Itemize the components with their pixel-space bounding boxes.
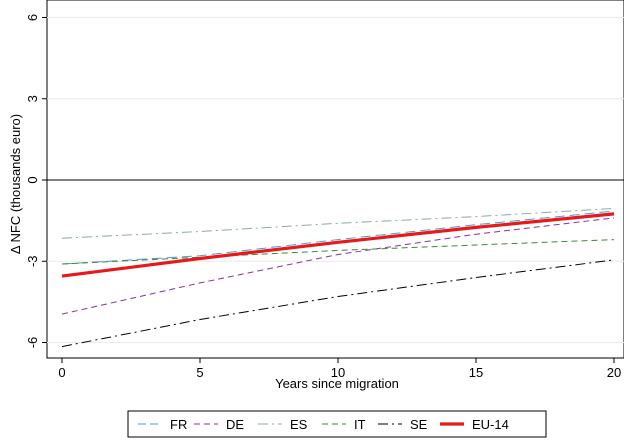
y-tick-label--3: -3 [25, 255, 40, 267]
legend-label-it: IT [354, 417, 366, 432]
y-tick-label-6: 6 [25, 14, 40, 21]
series-line-de [61, 217, 615, 315]
series-line-se [61, 259, 615, 348]
series-lines [61, 207, 615, 348]
legend: FR DE ES IT SE EU-14 [127, 410, 547, 438]
x-tick-label-0: 0 [58, 365, 65, 380]
x-tick-label-15: 15 [469, 365, 483, 380]
series-line-es [61, 207, 615, 239]
y-tick-label--6: -6 [25, 337, 40, 349]
tick-labels: 0 5 10 15 20 -6 -3 0 3 6 [25, 14, 621, 380]
series-line-eu-14 [61, 212, 615, 278]
legend-label-eu-14: EU-14 [472, 417, 509, 432]
gridlines [47, 17, 624, 343]
x-tick-label-5: 5 [196, 365, 203, 380]
y-tick-label-0: 0 [25, 176, 40, 183]
legend-label-fr: FR [170, 417, 187, 432]
plot-frame [46, 0, 624, 359]
x-tick-label-20: 20 [607, 365, 621, 380]
y-tick-label-3: 3 [25, 95, 40, 102]
y-axis-label: Δ NFC (thousands euro) [8, 114, 23, 254]
x-tick-label-10: 10 [331, 365, 345, 380]
axes [42, 17, 615, 363]
legend-label-de: DE [226, 417, 244, 432]
legend-label-se: SE [410, 417, 428, 432]
series-line-fr [61, 210, 615, 265]
legend-label-es: ES [290, 417, 308, 432]
x-axis-label: Years since migration [275, 376, 399, 391]
plot-area [46, 0, 624, 359]
series-line-it [61, 239, 615, 265]
